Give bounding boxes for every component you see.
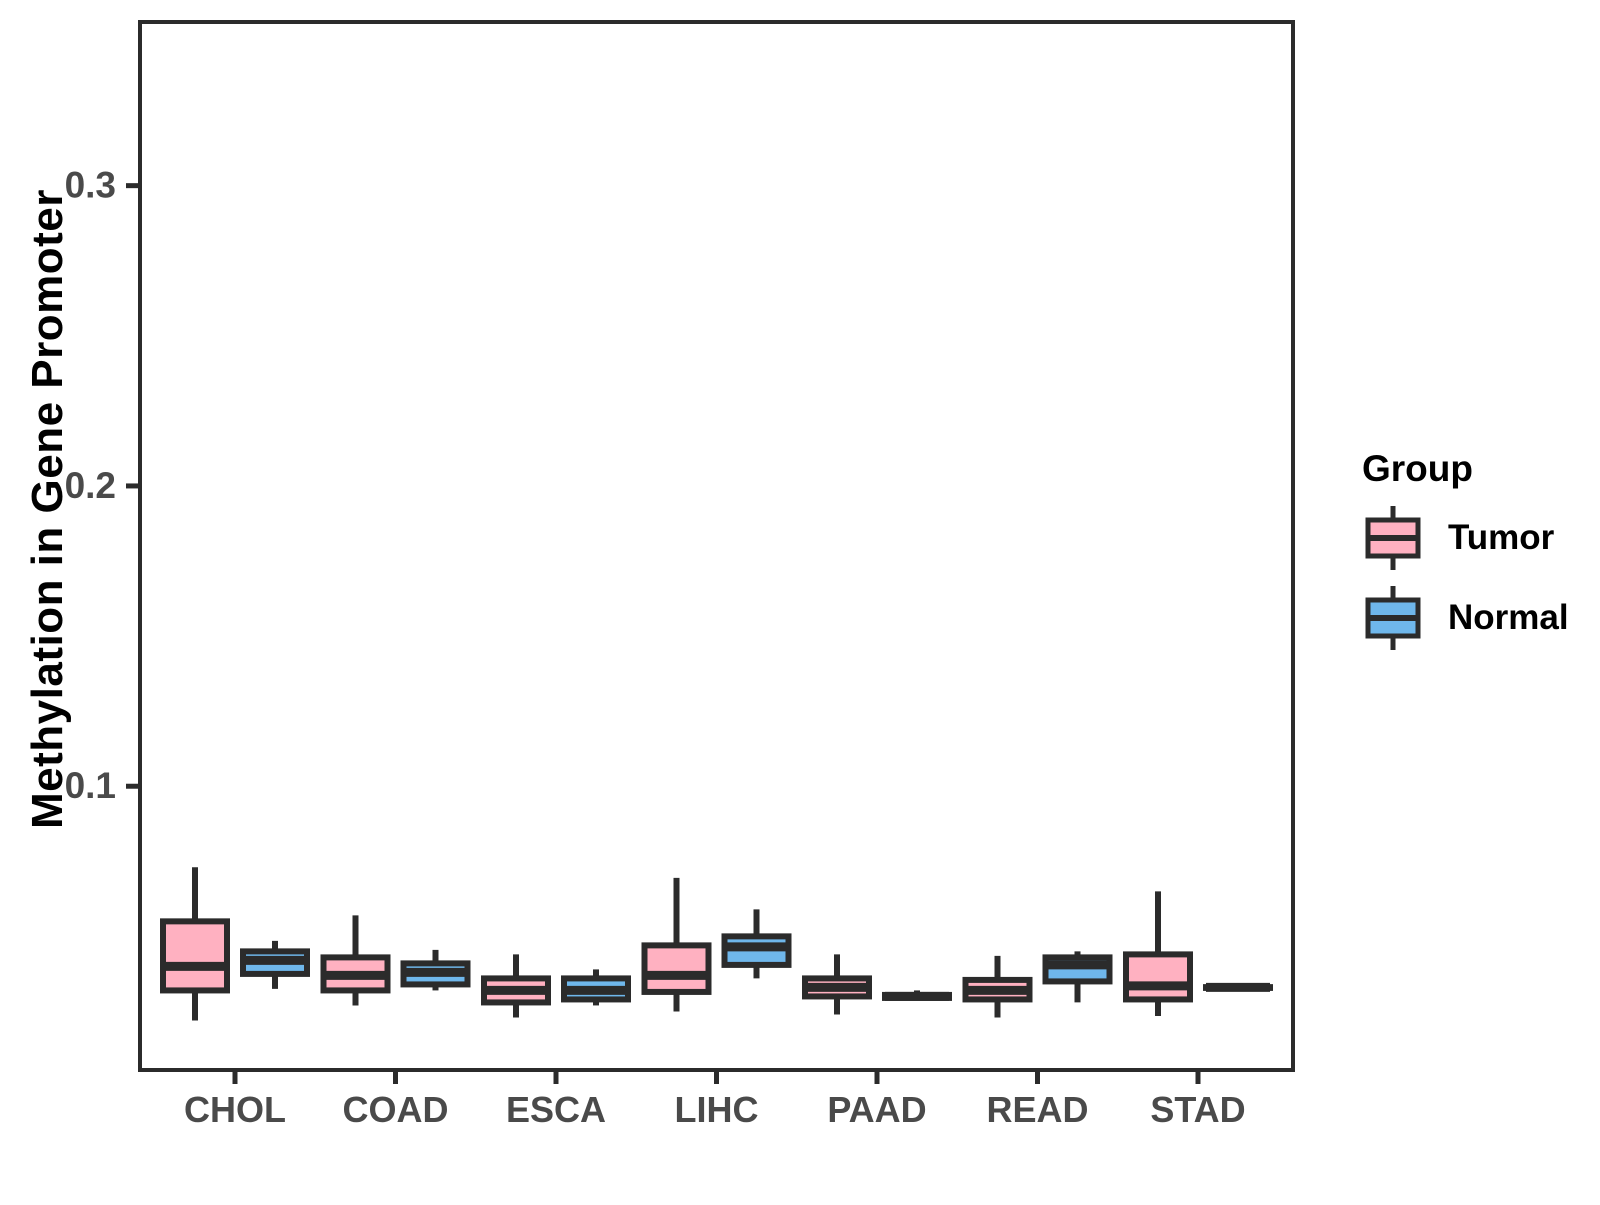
normal-boxplot-key-icon: [1365, 586, 1421, 650]
y-axis-title: Methylation in Gene Promoter: [23, 189, 72, 829]
tumor-boxplot-key-icon: [1365, 506, 1421, 570]
legend-item-normal: Normal: [1362, 584, 1569, 652]
legend-label-tumor: Tumor: [1448, 518, 1555, 557]
x-axis-label-coad: COAD: [343, 1089, 449, 1130]
x-axis-label-stad: STAD: [1150, 1089, 1245, 1130]
boxplot-chol-tumor-box: [160, 918, 230, 994]
legend-label-normal: Normal: [1448, 598, 1569, 637]
x-axis-label-lihc: LIHC: [675, 1089, 759, 1130]
legend: Group Tumor Normal: [1362, 448, 1569, 664]
legend-item-tumor: Tumor: [1362, 504, 1569, 572]
boxplot-lihc-tumor-box: [641, 942, 712, 995]
plot-panel-border: [138, 20, 1295, 1072]
x-axis-label-paad: PAAD: [827, 1089, 926, 1130]
x-axis-label-chol: CHOL: [184, 1089, 286, 1130]
x-axis-label-esca: ESCA: [506, 1089, 606, 1130]
y-axis-tick-label: 0.3: [65, 165, 116, 206]
y-axis-tick-label: 0.1: [65, 765, 116, 806]
boxplot-stad-tumor-box: [1123, 951, 1193, 1003]
legend-title: Group: [1362, 448, 1473, 489]
x-axis-label-read: READ: [986, 1089, 1088, 1130]
y-axis-tick-label: 0.2: [65, 465, 116, 506]
